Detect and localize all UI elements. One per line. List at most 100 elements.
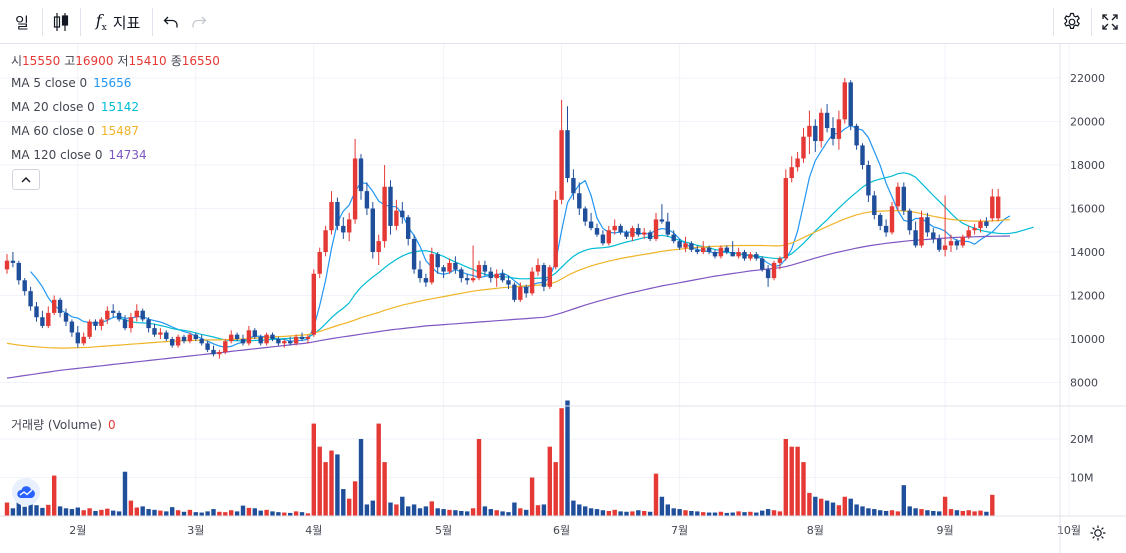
volume-bar — [653, 473, 659, 516]
volume-bar — [323, 462, 328, 516]
fullscreen-button[interactable] — [1094, 0, 1126, 44]
candle-body — [199, 339, 204, 344]
time-axis-settings-button[interactable] — [1084, 519, 1112, 547]
price-tick-label: 10000 — [1070, 333, 1105, 346]
volume-bar — [754, 512, 759, 516]
chart-canvas[interactable]: 8000 10000 12000 14000 16000 18000 20000 22000 1… — [0, 44, 1126, 553]
candle-body — [435, 254, 440, 268]
chart-type-button[interactable] — [44, 0, 78, 44]
candle-body — [777, 258, 783, 263]
volume-bar — [677, 509, 682, 516]
volume-bar — [57, 506, 63, 516]
volume-bar — [960, 510, 965, 516]
candle-body — [81, 336, 86, 344]
candle-body — [736, 252, 741, 257]
volume-bar — [447, 509, 452, 516]
candle-body — [612, 225, 617, 231]
brand-logo[interactable] — [12, 478, 40, 506]
candle-body — [16, 262, 21, 281]
candle-body — [170, 339, 175, 346]
ma60-legend[interactable]: MA 60 close 0 15487 — [11, 124, 139, 138]
interval-button[interactable]: 일 — [15, 13, 29, 32]
volume-bar — [411, 504, 417, 516]
candle-body — [364, 191, 370, 209]
candle-body — [883, 225, 889, 233]
volume-value: 0 — [107, 418, 116, 432]
volume-bar — [748, 511, 753, 516]
candle-body — [34, 306, 39, 318]
volume-bar — [559, 408, 564, 516]
volume-bar — [335, 454, 340, 516]
volume-bar — [81, 510, 86, 516]
volume-bar — [701, 512, 706, 516]
candle-body — [394, 210, 399, 226]
volume-bar — [807, 492, 812, 516]
candle-body — [600, 234, 606, 244]
settings-button[interactable] — [1054, 0, 1090, 44]
candle-body — [665, 221, 670, 235]
volume-bar — [146, 509, 151, 516]
volume-bar — [87, 508, 92, 516]
candle-body — [618, 225, 623, 233]
candle-body — [423, 278, 429, 283]
candle-body — [683, 243, 688, 248]
candles-icon — [53, 13, 69, 31]
undo-button[interactable] — [158, 0, 184, 44]
volume-bar — [4, 502, 10, 516]
ma5-legend[interactable]: MA 5 close 0 15656 — [11, 76, 131, 90]
candle-body — [488, 271, 493, 279]
volume-bar — [736, 511, 741, 516]
candle-body — [158, 332, 163, 335]
candle-body — [931, 232, 936, 239]
volume-bar — [199, 512, 204, 516]
ma120-legend[interactable]: MA 120 close 0 14734 — [11, 148, 147, 162]
volume-bar — [134, 507, 139, 516]
volume-legend[interactable]: 거래량 (Volume) 0 — [11, 416, 116, 433]
candle-body — [288, 341, 293, 344]
volume-bar — [665, 504, 670, 516]
volume-bar — [925, 510, 930, 516]
candle-body — [388, 186, 393, 226]
volume-bar — [63, 508, 69, 516]
ma120-value: 14734 — [108, 148, 147, 162]
candle-body — [93, 321, 98, 326]
volume-bar — [583, 506, 588, 516]
time-tick-label: 2월 — [69, 524, 86, 537]
volume-bar — [181, 511, 187, 516]
indicators-button[interactable]: fx 지표 — [86, 0, 150, 44]
ma20-legend[interactable]: MA 20 close 0 15142 — [11, 100, 139, 114]
volume-bar — [972, 511, 977, 516]
candle-body — [122, 319, 128, 329]
volume-bar — [193, 512, 198, 516]
close-value: 16550 — [181, 54, 220, 68]
candle-body — [329, 201, 334, 231]
open-value: 15550 — [22, 54, 61, 68]
volume-bar — [842, 496, 847, 516]
toolbar-divider — [1053, 8, 1054, 36]
candle-body — [175, 336, 181, 346]
volume-bar — [618, 511, 623, 516]
candle-body — [996, 196, 1001, 219]
volume-bar — [984, 511, 989, 516]
volume-bar — [352, 481, 358, 516]
candle-body — [335, 201, 340, 226]
volume-tick-label: 20M — [1070, 433, 1094, 446]
candle-body — [925, 217, 930, 233]
volume-bar — [52, 475, 57, 516]
volume-bar — [872, 509, 877, 516]
volume-bar — [187, 509, 193, 516]
price-tick-label: 12000 — [1070, 290, 1105, 303]
candle-body — [907, 210, 912, 231]
candle-body — [205, 343, 210, 350]
volume-bar — [258, 510, 263, 516]
volume-bar — [429, 501, 434, 516]
volume-bar — [577, 504, 582, 516]
candle-body — [75, 332, 80, 344]
volume-bar — [624, 511, 629, 516]
candle-body — [636, 228, 641, 235]
redo-button[interactable] — [186, 0, 212, 44]
volume-label: 거래량 (Volume) — [11, 418, 102, 432]
time-tick-label: 8월 — [807, 524, 824, 537]
collapse-legend-button[interactable] — [12, 169, 40, 190]
volume-bar — [606, 510, 611, 516]
